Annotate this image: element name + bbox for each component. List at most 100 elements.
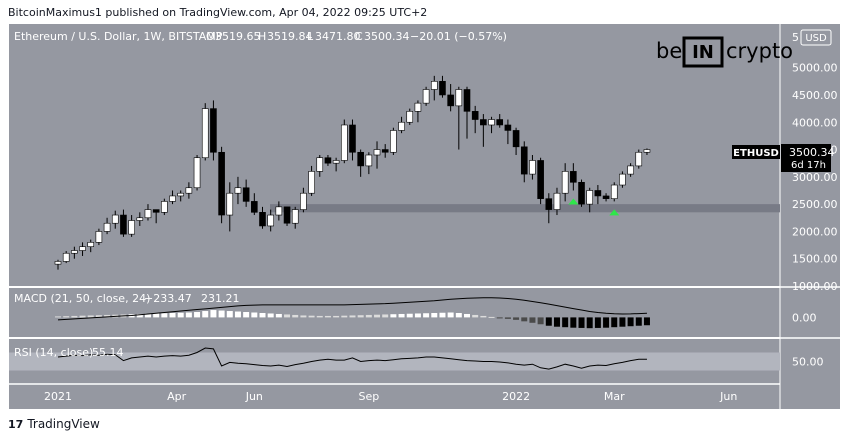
candle — [62, 251, 70, 264]
candle — [111, 210, 119, 229]
macd-histogram-bar — [275, 313, 282, 318]
ohlc-low: 3471.80 — [315, 30, 361, 43]
macd-title: MACD (21, 50, close, 24) — [14, 292, 150, 305]
macd-histogram-bar — [390, 314, 397, 318]
time-tick-label: 2022 — [502, 390, 530, 403]
macd-layer — [55, 297, 650, 329]
candle-body-up — [390, 130, 397, 153]
candle-body-down — [152, 209, 160, 213]
currency-button[interactable] — [800, 29, 832, 46]
candle-body-down — [120, 214, 127, 235]
candle — [463, 86, 471, 139]
candle — [120, 209, 127, 237]
candle — [586, 187, 594, 213]
time-tick-label: Jun — [245, 390, 263, 403]
candle — [594, 185, 602, 205]
macd-histogram-bar — [333, 315, 340, 318]
candle-body-down — [447, 94, 454, 107]
macd-histogram-bar — [144, 313, 151, 318]
candle-body-up — [635, 151, 643, 167]
candle-body-up — [340, 124, 348, 161]
macd-histogram-bar — [382, 314, 389, 318]
candle-body-down — [520, 146, 528, 175]
candle — [373, 141, 381, 169]
macd-histogram-bar — [226, 311, 233, 318]
symbol-label: ETHUSD — [733, 148, 779, 159]
macd-pane[interactable] — [9, 288, 780, 337]
macd-histogram-bar — [104, 314, 111, 318]
candle-body-down — [578, 181, 585, 205]
macd-histogram-bar — [455, 312, 462, 318]
candle — [553, 187, 561, 216]
candle-body-up — [54, 261, 62, 265]
candle-body-down — [545, 198, 553, 210]
symbol-tag — [732, 145, 780, 159]
publisher-line: BitcoinMaximus1 published on TradingView… — [8, 6, 428, 19]
candle-body-up — [406, 111, 414, 123]
candle — [390, 127, 397, 155]
candle-body-down — [480, 119, 487, 126]
macd-histogram-bar — [553, 317, 560, 327]
candle-body-down — [381, 149, 389, 153]
candle-body-up — [226, 192, 234, 216]
macd-value: −233.47 — [144, 292, 192, 305]
time-axis[interactable] — [9, 384, 780, 409]
ohlc-change: −20.01 (−0.57%) — [410, 30, 507, 43]
candle-body-down — [496, 119, 504, 126]
macd-histogram-bar — [71, 315, 78, 318]
candle-body-down — [242, 187, 250, 202]
candle — [283, 206, 291, 226]
price-pane[interactable] — [9, 24, 780, 286]
candle — [349, 119, 356, 161]
chart-area[interactable]: 5000.004500.004000.003500.003000.002500.… — [0, 0, 850, 410]
candle-body-up — [488, 119, 495, 126]
macd-histogram-bar — [185, 312, 192, 318]
candles-layer — [54, 75, 651, 270]
watermark-crypto: crypto — [726, 39, 793, 63]
macd-histogram-bar — [586, 317, 593, 329]
macd-histogram-bar — [447, 312, 454, 318]
ohlc-open-key: O — [206, 30, 215, 43]
footer-brand: TradingView — [27, 417, 100, 431]
price-tick-label: 2500.00 — [792, 198, 838, 211]
candle-body-down — [504, 124, 512, 131]
time-tick-label: Jun — [719, 390, 737, 403]
macd-signal-value: 231.21 — [201, 292, 240, 305]
candle — [201, 103, 209, 161]
macd-histogram-bar — [308, 315, 315, 318]
macd-histogram-bar — [423, 313, 430, 318]
candle-body-up — [422, 89, 430, 104]
candle — [504, 119, 512, 145]
candle — [95, 228, 103, 246]
macd-histogram-bar — [63, 316, 70, 318]
macd-histogram-bar — [480, 315, 487, 318]
watermark-in: IN — [692, 42, 714, 63]
candle — [357, 149, 364, 177]
candle-body-up — [185, 187, 193, 194]
ohlc-close: 3500.34 — [364, 30, 410, 43]
candle-body-down — [463, 89, 471, 112]
candle-body-up — [169, 195, 176, 202]
candle — [619, 171, 626, 188]
price-tick-label: 4500.00 — [792, 89, 838, 102]
macd-histogram-bar — [284, 314, 291, 318]
time-tick-label: Mar — [604, 390, 625, 403]
candle-body-up — [144, 209, 152, 219]
price-axis[interactable] — [780, 24, 840, 409]
macd-histogram-bar — [169, 312, 176, 318]
markers-layer — [568, 198, 620, 216]
candle — [602, 193, 610, 202]
candle — [54, 259, 62, 270]
candle-body-up — [643, 149, 651, 153]
candle — [267, 209, 274, 232]
watermark-be: be — [656, 39, 682, 63]
rsi-title: RSI (14, close) — [14, 346, 93, 359]
candle — [447, 84, 454, 112]
candle — [218, 146, 225, 224]
rsi-band — [9, 352, 780, 371]
macd-histogram-bar — [619, 317, 626, 327]
candle-body-down — [570, 171, 577, 183]
candle — [316, 155, 324, 177]
candle-body-down — [512, 130, 520, 148]
candle-body-up — [398, 121, 405, 131]
